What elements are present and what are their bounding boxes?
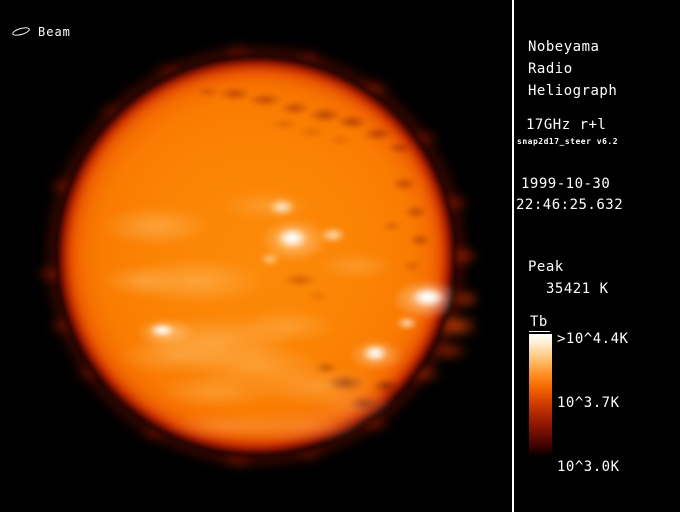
- peak-value: 35421 K: [546, 281, 609, 297]
- sun-disk: [56, 56, 456, 456]
- observation-date: 1999-10-30: [521, 176, 611, 192]
- colorbar-label-mid: 10^3.7K: [557, 395, 620, 411]
- beam-ellipse-icon: [11, 25, 31, 38]
- colorbar-title: Tb: [529, 314, 550, 332]
- frequency-label: 17GHz r+l: [526, 117, 607, 133]
- observation-time: 22:46:25.632: [516, 197, 624, 213]
- solar-image-area: Beam: [11, 25, 476, 476]
- divider-line: [512, 0, 514, 512]
- instrument-name-line-1: Nobeyama: [528, 39, 600, 55]
- beam-label: Beam: [38, 25, 71, 39]
- peak-label: Peak: [528, 259, 564, 275]
- instrument-name-line-2: Radio: [528, 61, 573, 77]
- software-version-label: snap2d17_steer v6.2: [517, 137, 619, 146]
- colorbar: [529, 334, 552, 456]
- colorbar-label-top: >10^4.4K: [557, 331, 629, 347]
- sun-surface-features: [56, 56, 456, 456]
- instrument-name-line-3: Heliograph: [528, 83, 618, 99]
- colorbar-label-bottom: 10^3.0K: [557, 459, 620, 475]
